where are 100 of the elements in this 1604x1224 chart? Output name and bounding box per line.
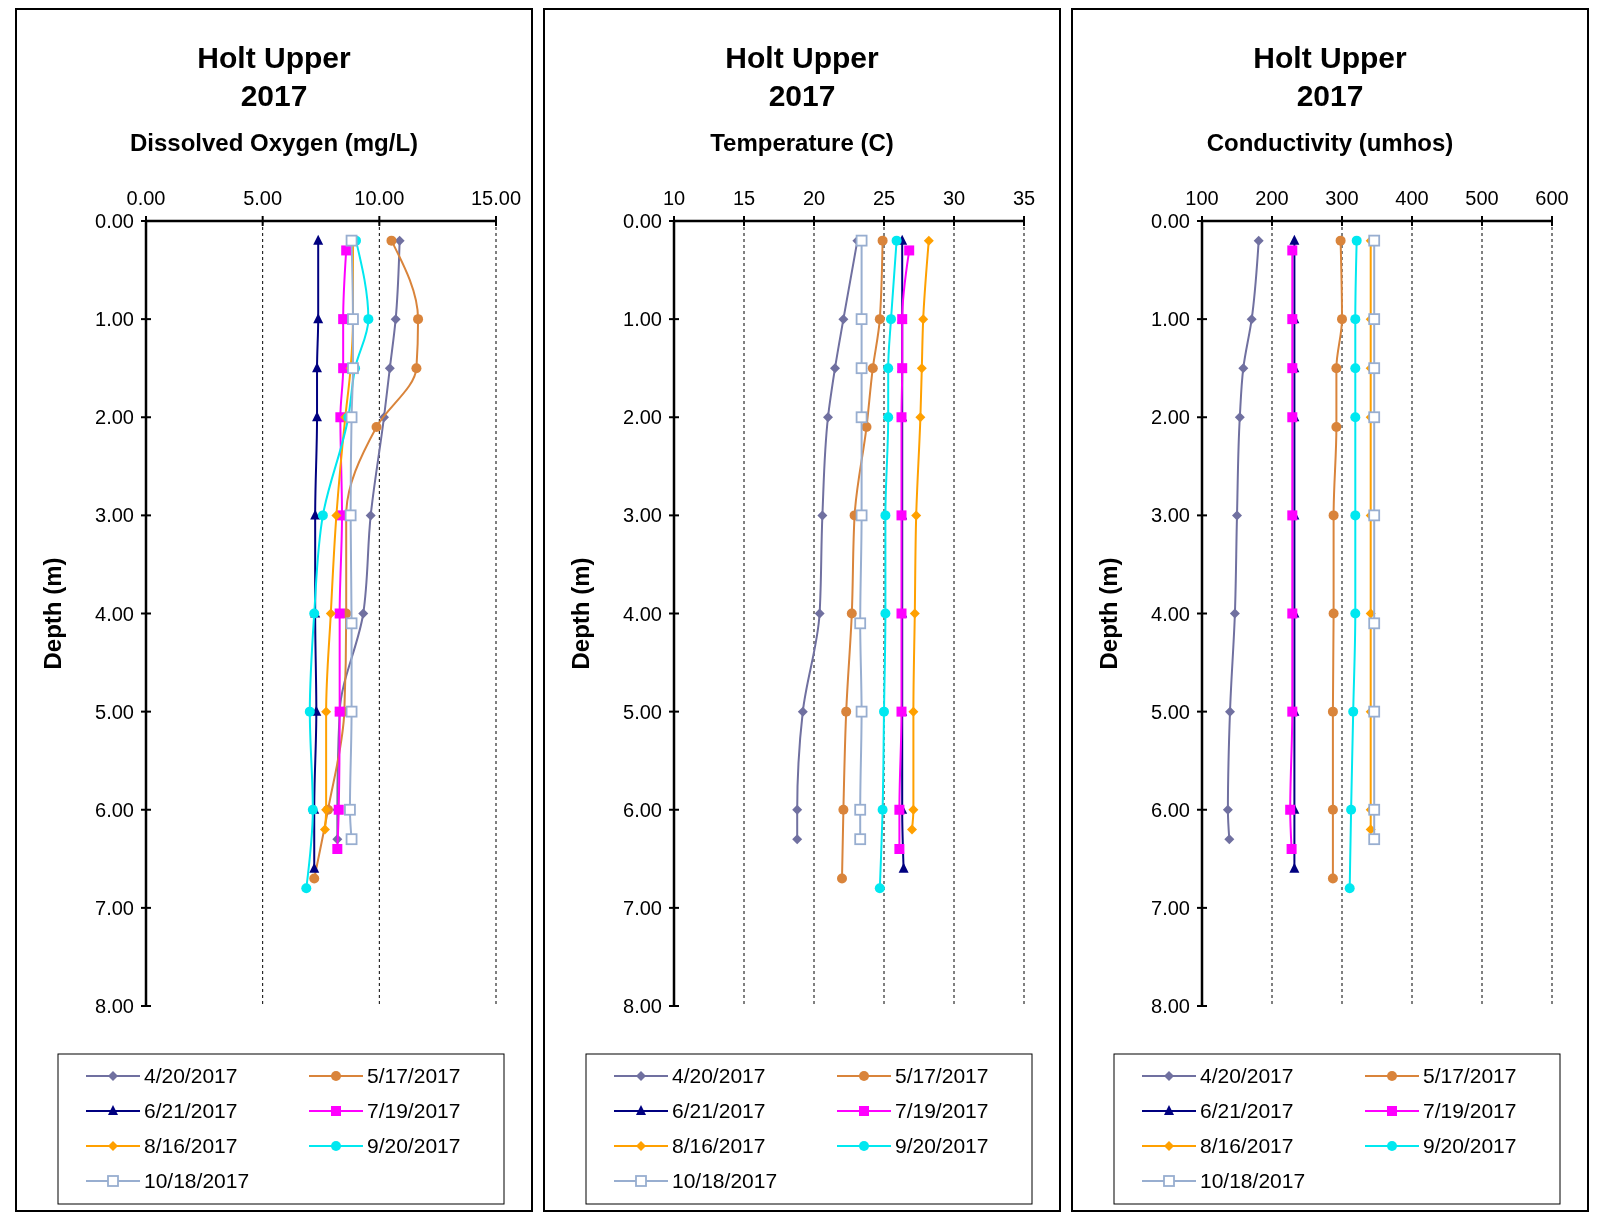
point xyxy=(1335,235,1346,246)
point xyxy=(817,510,828,521)
y-tick-label: 0.00 xyxy=(1151,210,1190,232)
point xyxy=(823,412,833,423)
point xyxy=(877,804,888,815)
x-tick-label: 0.00 xyxy=(126,187,166,209)
point xyxy=(867,363,878,374)
legend-label: 9/20/2017 xyxy=(1423,1134,1517,1157)
point xyxy=(1229,608,1240,619)
point xyxy=(841,706,852,717)
point xyxy=(830,363,840,374)
point xyxy=(792,834,803,845)
point xyxy=(923,235,934,246)
point xyxy=(891,235,902,246)
point xyxy=(918,314,929,325)
point xyxy=(341,245,352,256)
point xyxy=(1368,411,1381,424)
x-tick-label: 600 xyxy=(1535,187,1569,209)
legend-label: 5/17/2017 xyxy=(1423,1064,1517,1087)
point xyxy=(413,314,424,325)
y-tick-label: 0.00 xyxy=(623,210,662,232)
point xyxy=(332,844,343,854)
point xyxy=(371,422,382,433)
point xyxy=(313,234,324,245)
x-tick-label: 15 xyxy=(732,187,756,209)
point xyxy=(1368,833,1381,846)
y-tick-label: 6.00 xyxy=(623,798,662,821)
y-axis-title: Depth (m) xyxy=(1095,557,1122,670)
x-tick-label: 30 xyxy=(942,187,966,209)
legend-label: 4/20/2017 xyxy=(144,1064,238,1087)
y-axis-title: Depth (m) xyxy=(39,557,66,670)
legend-label: 10/18/2017 xyxy=(1200,1169,1306,1192)
point xyxy=(1368,617,1381,630)
chart-subtitle: Conductivity (umhos) xyxy=(1206,129,1454,156)
point xyxy=(313,313,324,324)
legend-label: 9/20/2017 xyxy=(895,1134,989,1157)
point xyxy=(880,510,891,521)
y-tick-label: 3.00 xyxy=(623,504,662,527)
point xyxy=(855,313,868,326)
point xyxy=(883,363,894,374)
chart-subtitle: Dissolved Oxygen (mg/L) xyxy=(129,129,419,156)
y-tick-label: 5.00 xyxy=(1151,700,1190,723)
point xyxy=(1238,363,1249,374)
point xyxy=(886,314,896,325)
point xyxy=(1368,234,1381,247)
point xyxy=(1286,844,1297,854)
point xyxy=(319,824,330,835)
y-tick-label: 7.00 xyxy=(623,896,662,919)
point xyxy=(301,883,312,894)
y-tick-label: 8.00 xyxy=(95,995,134,1017)
legend-label: 9/20/2017 xyxy=(367,1134,461,1157)
point xyxy=(338,314,349,325)
point xyxy=(855,705,868,718)
x-tick-label: 10 xyxy=(662,187,686,209)
point xyxy=(908,706,919,717)
y-tick-label: 4.00 xyxy=(95,602,134,625)
point xyxy=(874,883,885,894)
point xyxy=(838,804,849,815)
y-tick-label: 0.00 xyxy=(95,210,134,232)
y-tick-label: 7.00 xyxy=(95,896,134,919)
x-tick-label: 500 xyxy=(1465,187,1499,209)
point xyxy=(331,510,342,521)
point xyxy=(1232,510,1242,521)
point xyxy=(883,412,894,423)
point xyxy=(345,833,358,846)
y-tick-label: 5.00 xyxy=(95,700,134,723)
y-axis-title: Depth (m) xyxy=(567,557,594,670)
point xyxy=(880,608,891,619)
point xyxy=(1350,412,1361,423)
point xyxy=(792,804,803,815)
y-tick-label: 6.00 xyxy=(95,798,134,821)
x-tick-label: 100 xyxy=(1185,187,1219,209)
point xyxy=(1368,705,1381,718)
point xyxy=(1253,235,1264,246)
point xyxy=(390,314,401,325)
point xyxy=(894,844,905,854)
point xyxy=(1225,706,1235,717)
point xyxy=(363,314,374,325)
point xyxy=(915,412,926,423)
point xyxy=(877,235,888,246)
point xyxy=(1368,509,1381,522)
y-tick-label: 4.00 xyxy=(1151,602,1190,625)
point xyxy=(1224,834,1235,845)
x-tick-label: 5.00 xyxy=(243,187,283,209)
y-tick-label: 3.00 xyxy=(1151,504,1190,527)
point xyxy=(309,873,320,884)
point xyxy=(1327,706,1338,717)
point xyxy=(1289,862,1300,873)
point xyxy=(1350,608,1361,619)
point xyxy=(874,314,885,325)
point xyxy=(854,617,867,630)
point xyxy=(345,617,358,630)
y-tick-label: 3.00 xyxy=(95,504,134,527)
legend-label: 10/18/2017 xyxy=(144,1169,250,1192)
point xyxy=(879,706,889,717)
point xyxy=(321,706,332,717)
y-tick-label: 8.00 xyxy=(1151,995,1190,1017)
point xyxy=(855,234,868,247)
y-tick-label: 2.00 xyxy=(95,406,134,429)
point xyxy=(855,362,868,375)
